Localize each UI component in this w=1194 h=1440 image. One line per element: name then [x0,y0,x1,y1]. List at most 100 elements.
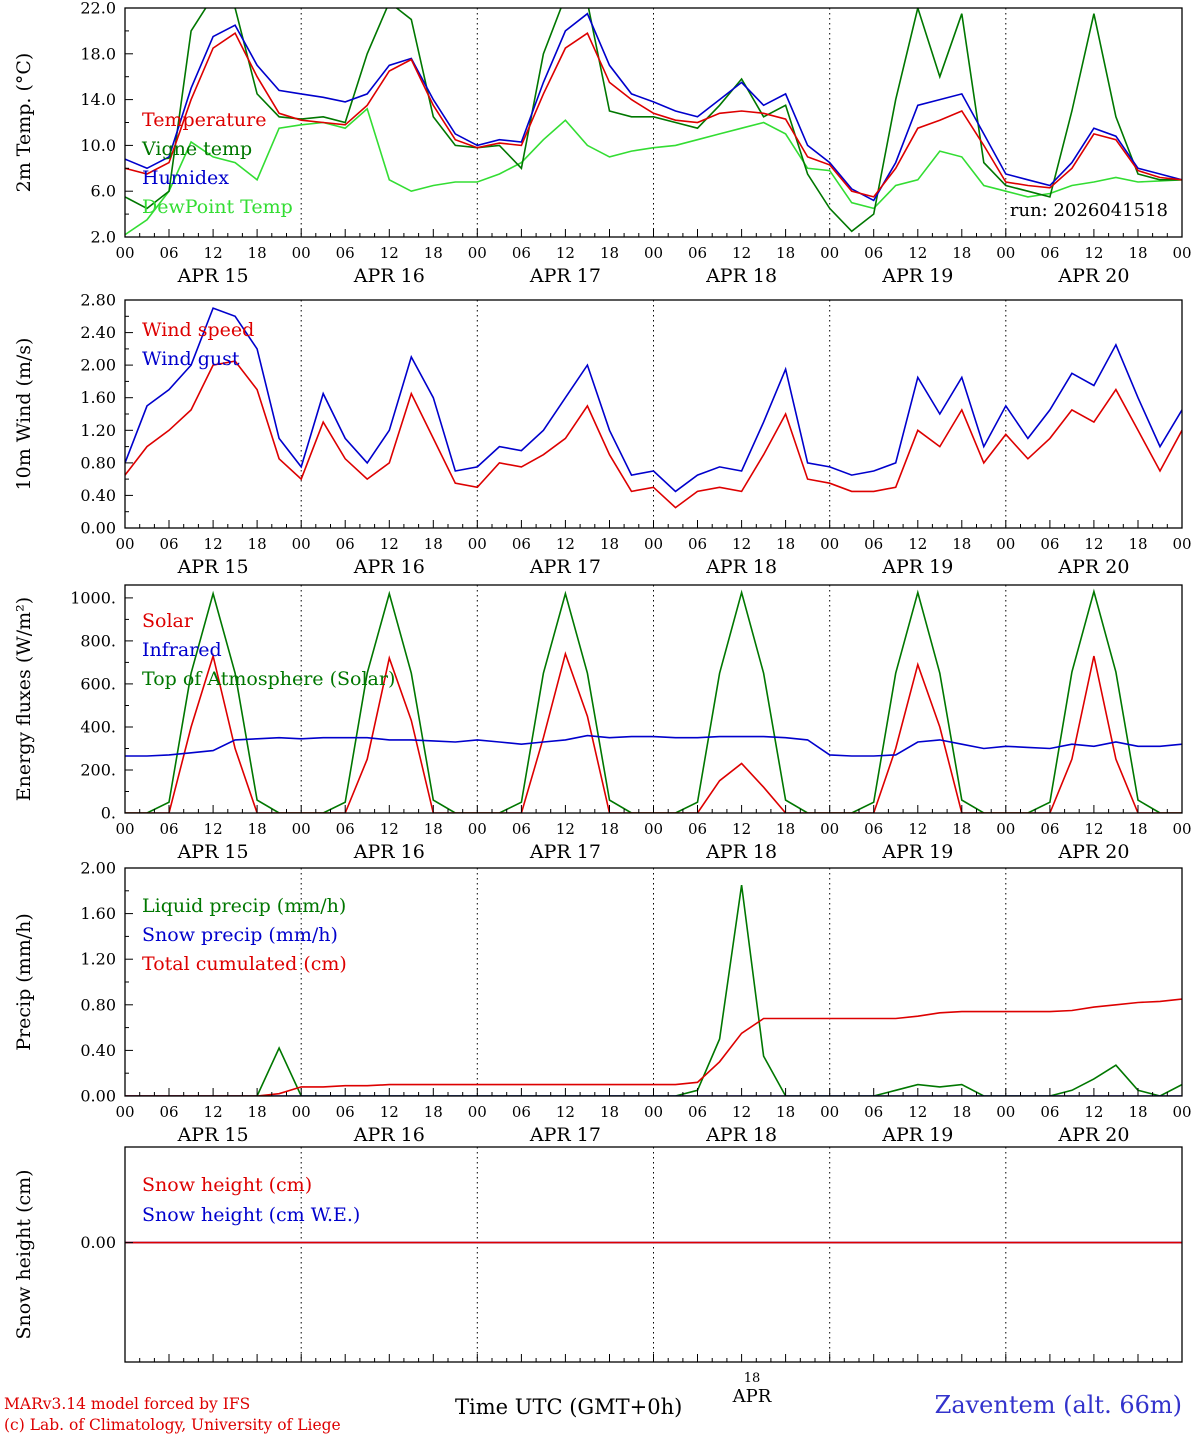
x-tick-label: 06 [864,535,883,553]
legend-label: Total cumulated (cm) [142,953,347,975]
x-tick-label: 18 [600,535,619,553]
legend-label: Top of Atmosphere (Solar) [142,668,395,690]
y-tick-label: 0.00 [80,519,116,538]
day-label: APR 16 [353,841,425,858]
day-label: APR 19 [881,841,953,858]
x-tick-label: 12 [908,244,927,262]
y-tick-label: 22.0 [80,0,116,18]
x-tick-label: 18 [1128,820,1147,838]
x-tick-label: 00 [820,244,839,262]
x-tick-label: 00 [996,1103,1015,1121]
day-label: APR 15 [177,1124,249,1145]
x-tick-label: 18 [248,820,267,838]
series-infrared [125,734,1182,757]
x-tick-label: 06 [159,820,178,838]
day-label: APR 17 [529,1124,601,1145]
day-label: APR 18 [705,265,777,287]
y-tick-label: 400. [80,718,116,737]
y-tick-label: 6.0 [91,182,116,201]
y-tick-label: 1.20 [80,950,116,969]
y-tick-label: 0.80 [80,995,116,1014]
series-vigne-temp [125,8,1182,233]
x-tick-label: 06 [1040,1103,1059,1121]
temperature-panel: 2.0 6.0 10.0 14.0 18.0 22.0 00 06 12 18 00 06 12 18 00… [13,0,1192,287]
y-axis-title: Snow height (cm) [13,1169,35,1339]
x-tick-label: 00 [996,535,1015,553]
day-label: APR 15 [177,265,249,287]
y-axis-title: 2m Temp. (°C) [13,53,35,193]
x-tick-label: 12 [732,244,751,262]
footer: MARv3.14 model forced by IFS (c) Lab. of… [0,1365,1194,1440]
model-credit-line1: MARv3.14 model forced by IFS [4,1394,251,1413]
x-tick-label: 00 [644,535,663,553]
x-tick-label: 12 [1084,535,1103,553]
series-dewpoint-temp [125,107,1182,236]
legend-label: Snow height (cm W.E.) [142,1204,360,1226]
x-tick-label: 18 [776,244,795,262]
x-tick-label: 12 [556,820,575,838]
x-tick-label: 00 [115,820,134,838]
x-tick-label: 12 [204,1103,223,1121]
legend-label: Infrared [142,639,222,661]
precip-panel: 0.00 0.40 0.80 1.20 1.60 2.00 00 06 12 18 00 06 12 18… [13,859,1192,1146]
x-tick-label: 12 [380,535,399,553]
day-label: APR 18 [705,556,777,575]
legend-label: Wind gust [142,348,240,370]
series-humidex [125,12,1182,202]
y-tick-label: 14.0 [80,90,116,109]
x-tick-label: 12 [204,244,223,262]
x-tick-label: 00 [1172,244,1191,262]
x-tick-label: 00 [115,244,134,262]
y-tick-label: 2.0 [91,228,116,247]
series-wind-gust [125,307,1182,493]
x-tick-label: 18 [248,1103,267,1121]
x-tick-label: 00 [644,1103,663,1121]
x-tick-label: 12 [380,820,399,838]
x-tick-label: 06 [1040,820,1059,838]
footer-date-day: 18 [743,1371,761,1386]
legend-label: DewPoint Temp [142,196,293,218]
y-tick-label: 10.0 [80,136,116,155]
x-tick-label: 06 [336,820,355,838]
plot-frame [124,299,1183,529]
day-label: APR 17 [529,841,601,858]
day-label: APR 16 [353,556,425,575]
x-tick-label: 12 [1084,244,1103,262]
x-tick-label: 00 [468,1103,487,1121]
x-tick-label: 06 [512,1103,531,1121]
x-tick-label: 18 [1128,535,1147,553]
y-tick-label: 1.60 [80,904,116,923]
x-tick-label: 06 [336,244,355,262]
legend-label: Vigne temp [141,138,252,160]
day-label: APR 20 [1057,841,1129,858]
y-tick-label: 0.40 [80,1041,116,1060]
x-tick-label: 00 [996,820,1015,838]
x-tick-label: 06 [1040,244,1059,262]
x-tick-label: 18 [424,535,443,553]
x-tick-label: 18 [1128,1103,1147,1121]
x-tick-label: 06 [688,244,707,262]
series-temperature [125,32,1182,198]
legend-label: Humidex [142,167,229,189]
x-tick-label: 00 [468,244,487,262]
x-tick-label: 18 [424,820,443,838]
x-tick-label: 00 [644,820,663,838]
y-tick-label: 200. [80,761,116,780]
y-tick-label: 0.00 [80,1233,116,1252]
x-tick-label: 00 [115,535,134,553]
x-tick-label: 00 [292,1103,311,1121]
x-tick-label: 00 [468,535,487,553]
day-label: APR 16 [353,265,425,287]
energy-flux-panel: 0. 200. 400. 600. 800. 1000. 00 06 12 18 00 06 12 18 0… [13,584,1192,858]
day-label: APR 20 [1057,556,1129,575]
x-tick-label: 18 [424,1103,443,1121]
day-label: APR 15 [177,556,249,575]
y-tick-label: 0. [101,804,116,823]
x-tick-label: 00 [820,1103,839,1121]
x-tick-label: 00 [996,244,1015,262]
x-tick-label: 18 [952,820,971,838]
x-tick-label: 18 [248,535,267,553]
snow-height-panel: 0.00 Snow height (cm) Snow height (cm) Snow… [13,1146,1183,1363]
x-tick-label: 06 [159,1103,178,1121]
